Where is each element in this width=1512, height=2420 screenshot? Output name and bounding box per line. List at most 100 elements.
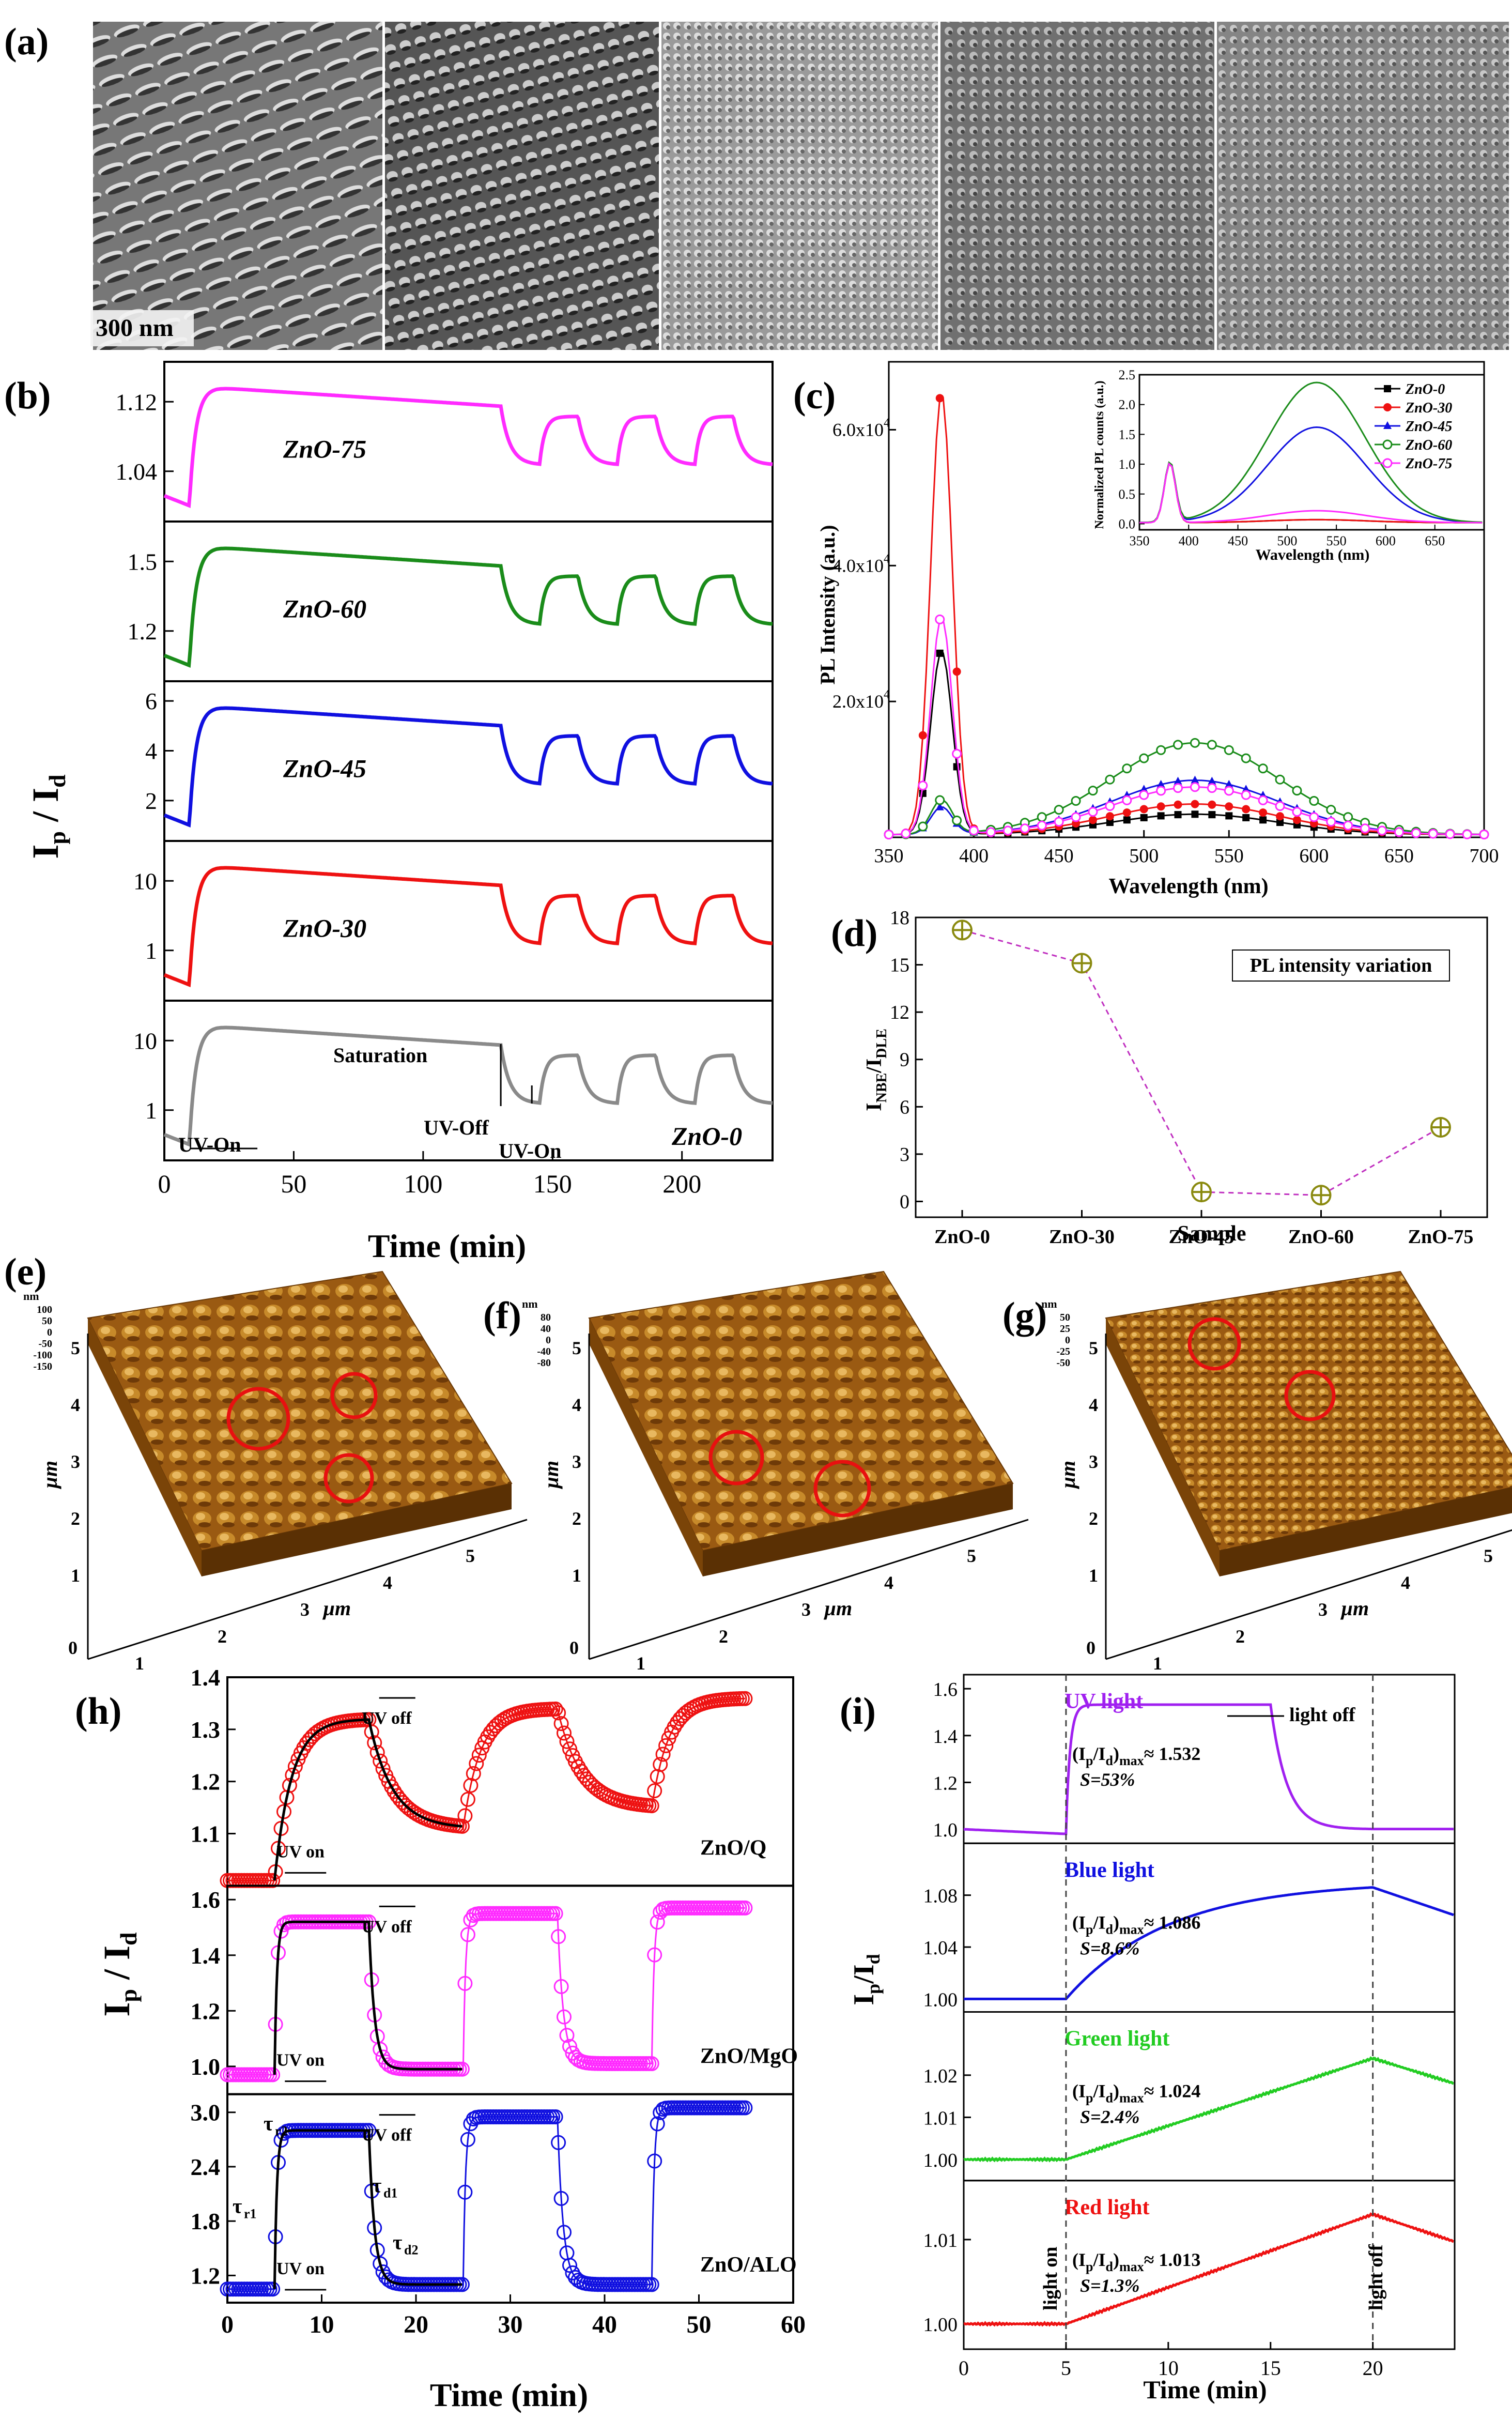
marker-zno-mgo-450 — [644, 2056, 659, 2071]
afm-e-ytick-5: 5 — [71, 1338, 80, 1358]
afm-g-ytick-5: 5 — [1089, 1338, 1098, 1358]
marker-zno-75-5 — [969, 825, 979, 836]
marker-zno-0-2 — [919, 789, 927, 797]
sensitivity-label-uv-light: S=53% — [1080, 1769, 1135, 1790]
afm-images: 11223344550µmµmnm100500-50-100-150112233… — [23, 1270, 1512, 1674]
subplot-frame-zno-0 — [163, 1000, 774, 1161]
marker-zno-q-348 — [548, 1702, 563, 1717]
marker-zno-75-23 — [1275, 801, 1285, 811]
marker-zno-q-474 — [667, 1719, 682, 1735]
afm-g-surface — [1105, 1270, 1512, 1552]
tau-r2: τ — [264, 2112, 273, 2135]
ytick-label-zno-alo-3.0: 3.0 — [191, 2100, 221, 2126]
afm-e-ytick-2: 2 — [71, 1508, 80, 1529]
marker-zno-0-16 — [1157, 812, 1165, 820]
afm-f-ytick-5: 5 — [572, 1338, 581, 1358]
ytick-label-green-light-1.01: 1.01 — [923, 2107, 958, 2129]
afm-g-ytick-3: 3 — [1089, 1451, 1098, 1472]
afm-f-ztick-4: -80 — [537, 1357, 551, 1369]
inset-xtick-label-400: 400 — [1179, 533, 1199, 548]
subplot-frame-zno-60 — [163, 520, 774, 682]
marker-zno-75-27 — [1343, 820, 1353, 831]
series-label-zno-q: ZnO/Q — [700, 1836, 766, 1860]
marker-zno-q-177 — [387, 1784, 402, 1799]
ytick-label-zno-mgo-1.6: 1.6 — [191, 1887, 221, 1913]
fit-line-zno-mgo — [273, 1920, 462, 2075]
marker-zno-0-4 — [953, 763, 961, 771]
ratio-part: d — [1105, 2259, 1113, 2274]
marker-zno-75-3 — [935, 614, 945, 624]
marker-zno-mgo-255 — [460, 1927, 475, 1942]
marker-zno-mgo-360 — [559, 2028, 575, 2043]
ytick-label-zno-mgo-1.0: 1.0 — [191, 2054, 221, 2080]
xtick-label-50: 50 — [687, 2311, 712, 2338]
marker-zno-75-12 — [1088, 807, 1098, 817]
afm-e-ztick-0: 100 — [37, 1304, 52, 1315]
marker-zno-30-2 — [918, 731, 927, 740]
legend-marker-zno-60 — [1382, 439, 1393, 450]
curve-red-light — [963, 2212, 1454, 2327]
ytick-label-3: 3 — [900, 1144, 909, 1166]
marker-zno-75-21 — [1241, 790, 1251, 800]
marker-zno-60-14 — [1122, 763, 1132, 774]
panel-label-h: (h) — [75, 1690, 121, 1733]
afm-e-side-face — [88, 1318, 202, 1576]
marker-zno-0-23 — [1276, 819, 1284, 826]
inset-curve-zno-75 — [1139, 462, 1483, 524]
ratio-part: max — [1119, 1753, 1144, 1768]
ytick-label-zno-q-1.4: 1.4 — [191, 1664, 221, 1691]
marker-zno-60-21 — [1241, 753, 1251, 763]
panel-label-g: (g) — [1002, 1295, 1047, 1337]
ratio-part: ) — [1113, 1743, 1119, 1764]
marker-zno-q-186 — [395, 1795, 410, 1810]
panel-i-wavelength-response: 1.01.21.41.6 UV light(Ip/Id)max≈ 1.532S=5… — [923, 1674, 1456, 2380]
subplot-frame-red-light — [963, 2180, 1456, 2350]
ytick-exp-0: 4 — [884, 688, 890, 701]
afm-f-x-axis-line — [589, 1519, 1029, 1660]
marker-zno-30-13 — [1105, 812, 1114, 821]
marker-zno-q-384 — [582, 1774, 597, 1790]
inset-xtick-label-550: 550 — [1326, 533, 1347, 548]
panel-b-ylabel: Ip / Id — [25, 774, 70, 859]
marker-zno-0-20 — [1225, 812, 1233, 820]
ytick-exp-1: 4 — [884, 552, 890, 565]
marker-zno-q-261 — [466, 1766, 481, 1781]
curve-zno-mgo — [227, 1907, 745, 2076]
marker-zno-75-34 — [1462, 829, 1472, 839]
marker-zno-75-16 — [1156, 786, 1166, 796]
marker-zno-60-16 — [1156, 745, 1166, 755]
marker-zno-30-22 — [1259, 808, 1268, 817]
inset-xtick-label-650: 650 — [1425, 533, 1445, 548]
marker-zno-60-17 — [1173, 740, 1183, 750]
marker-zno-0-15 — [1140, 814, 1148, 821]
annotation-uv-off-zno-mgo: UV off — [362, 1917, 412, 1936]
series-label-red-light: Red light — [1064, 2196, 1150, 2219]
marker-zno-q-156 — [367, 1735, 382, 1751]
marker-zno-30-16 — [1156, 802, 1165, 811]
marker-zno-60-22 — [1258, 763, 1268, 774]
fit-line-zno-q — [273, 1718, 462, 1881]
ratio-part: (I — [1072, 2081, 1086, 2102]
marker-zno-30-21 — [1242, 805, 1251, 814]
marker-zno-q-255 — [460, 1791, 475, 1807]
afm-g-x-axis-line — [1105, 1529, 1512, 1660]
afm-f-xunit: µm — [823, 1597, 852, 1620]
afm-g-xtick-1: 1 — [1153, 1653, 1162, 1674]
marker-zno-60-9 — [1037, 812, 1047, 822]
ratio-part: ) — [1113, 1912, 1119, 1933]
xtick-label-550: 550 — [1214, 845, 1244, 867]
tau-r1: τ — [233, 2195, 242, 2218]
afm-e-origin-0: 0 — [68, 1637, 78, 1658]
xtick-label-350: 350 — [874, 845, 904, 867]
marker-zno-75-0 — [884, 830, 894, 840]
curve-zno-0 — [163, 1025, 773, 1147]
afm-g-yunit: µm — [1056, 1461, 1079, 1490]
ytick-label-uv-light-1.2: 1.2 — [933, 1772, 958, 1794]
marker-zno-alo-348 — [548, 2109, 563, 2124]
curve-zno-60 — [163, 546, 773, 668]
xtick-label-zno-45: ZnO-45 — [1169, 1226, 1235, 1248]
afm-f-side-face — [589, 1318, 703, 1576]
marker-zno-75-15 — [1139, 790, 1149, 800]
marker-zno-75-25 — [1309, 812, 1319, 822]
